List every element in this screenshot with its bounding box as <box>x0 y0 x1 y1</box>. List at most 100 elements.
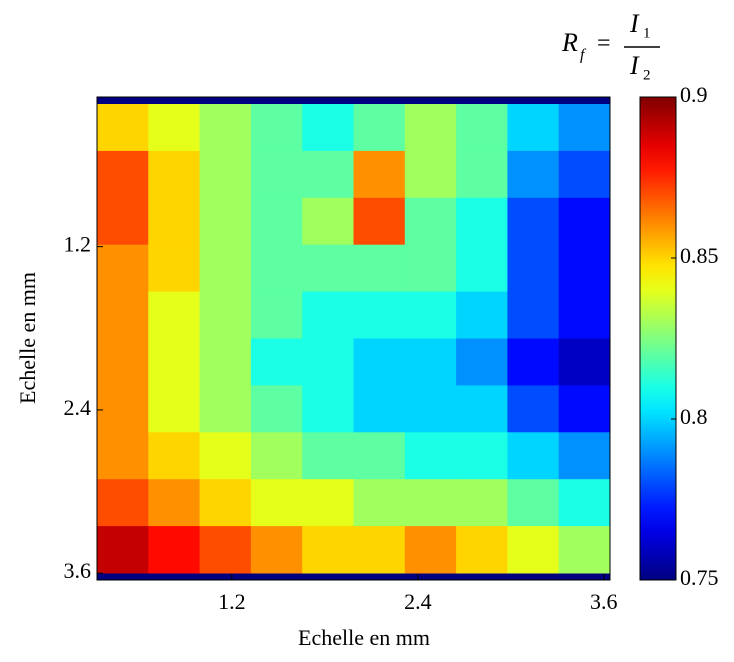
heatmap-cell <box>250 479 303 527</box>
heatmap-cell <box>353 197 406 246</box>
heatmap-cell <box>97 150 149 199</box>
heatmap-cell <box>558 526 611 574</box>
formula-denominator: I <box>629 51 640 80</box>
heatmap-cell <box>97 479 149 527</box>
heatmap-cell <box>199 338 252 386</box>
heatmap-cell <box>148 479 201 527</box>
heatmap-cell <box>404 432 457 480</box>
heatmap-cell <box>97 244 149 293</box>
heatmap-cell <box>404 104 457 152</box>
heatmap-cell <box>353 244 406 293</box>
heatmap-cell <box>456 385 508 433</box>
formula-numerator: I <box>629 9 640 38</box>
heatmap-cell <box>199 526 252 574</box>
heatmap-cell <box>404 479 457 527</box>
heatmap-cell <box>456 150 508 199</box>
heatmap-cell <box>558 291 611 339</box>
heatmap-cell <box>507 244 560 293</box>
heatmap-cell <box>302 104 354 152</box>
heatmap-cell <box>404 338 457 386</box>
heatmap-cell <box>148 385 201 433</box>
y-axis-label: Echelle en mm <box>15 272 40 404</box>
heatmap-cell <box>404 150 457 199</box>
heatmap-cell <box>148 244 201 293</box>
heatmap-cell <box>148 104 201 152</box>
heatmap-cell <box>507 479 560 527</box>
heatmap-cell <box>353 432 406 480</box>
heatmap-cell <box>302 291 354 339</box>
x-tick-label: 2.4 <box>404 589 432 614</box>
heatmap-cell <box>353 291 406 339</box>
formula-equals: = <box>597 31 611 57</box>
heatmap-cell <box>97 338 149 386</box>
heatmap-cell <box>302 338 354 386</box>
heatmap-cell <box>507 104 560 152</box>
heatmap-cell <box>558 104 611 152</box>
heatmap-cell <box>250 385 303 433</box>
heatmap-cell <box>199 479 252 527</box>
plot-frame <box>96 96 611 581</box>
heatmap-cell <box>456 244 508 293</box>
heatmap-cell <box>97 197 149 246</box>
y-tick-label: 3.6 <box>64 558 92 583</box>
heatmap-cell <box>404 244 457 293</box>
heatmap-cell <box>507 197 560 246</box>
heatmap-cell <box>250 150 303 199</box>
heatmap-cell <box>404 526 457 574</box>
heatmap-cell <box>353 150 406 199</box>
formula-subscript: f <box>580 47 587 64</box>
x-tick-label: 1.2 <box>218 589 246 614</box>
heatmap-cell <box>250 244 303 293</box>
heatmap-cell <box>507 385 560 433</box>
heatmap-cell <box>199 385 252 433</box>
heatmap-cell <box>302 244 354 293</box>
heatmap-cell <box>199 104 252 152</box>
colorbar-tick-label: 0.85 <box>680 243 719 268</box>
heatmap-cell <box>302 432 354 480</box>
heatmap-cell <box>507 432 560 480</box>
heatmap-cell <box>456 197 508 246</box>
heatmap-cell <box>250 338 303 386</box>
heatmap-cell <box>148 291 201 339</box>
heatmap-cell <box>148 197 201 246</box>
heatmap-cell <box>302 150 354 199</box>
colorbar-label: R f = I 1 I 2 <box>561 9 660 83</box>
heatmap-cell <box>558 150 611 199</box>
heatmap-cell <box>558 432 611 480</box>
heatmap-cell <box>353 385 406 433</box>
heatmap-cell <box>97 526 149 574</box>
heatmap-cell <box>250 432 303 480</box>
heatmap-cell <box>97 432 149 480</box>
heatmap-cell <box>558 197 611 246</box>
heatmap-cell <box>199 291 252 339</box>
formula-numerator-sub: 1 <box>643 25 651 41</box>
colorbar-tick-label: 0.8 <box>680 404 708 429</box>
heatmap-cell <box>302 479 354 527</box>
heatmap-cell <box>456 291 508 339</box>
heatmap-cell <box>97 291 149 339</box>
heatmap-cell <box>302 526 354 574</box>
heatmap-cell <box>353 338 406 386</box>
heatmap-cell <box>199 432 252 480</box>
heatmap-cell <box>148 338 201 386</box>
heatmap-cell <box>353 479 406 527</box>
heatmap-cell <box>456 432 508 480</box>
y-tick-label: 2.4 <box>64 395 92 420</box>
heatmap-cell <box>404 197 457 246</box>
x-tick-label: 3.6 <box>590 589 618 614</box>
heatmap-cell <box>199 150 252 199</box>
heatmap-cell <box>97 104 149 152</box>
y-tick-label: 1.2 <box>64 232 92 257</box>
heatmap-cell <box>456 526 508 574</box>
x-axis-label: Echelle en mm <box>298 625 430 650</box>
heatmap-cell <box>404 291 457 339</box>
heatmap-cell <box>507 526 560 574</box>
heatmap-cell <box>353 526 406 574</box>
heatmap-cell <box>507 338 560 386</box>
heatmap-cell <box>558 338 611 386</box>
formula-symbol: R <box>561 28 578 57</box>
heatmap-cell <box>507 150 560 199</box>
heatmap-cell <box>353 104 406 152</box>
heatmap-cell <box>558 479 611 527</box>
